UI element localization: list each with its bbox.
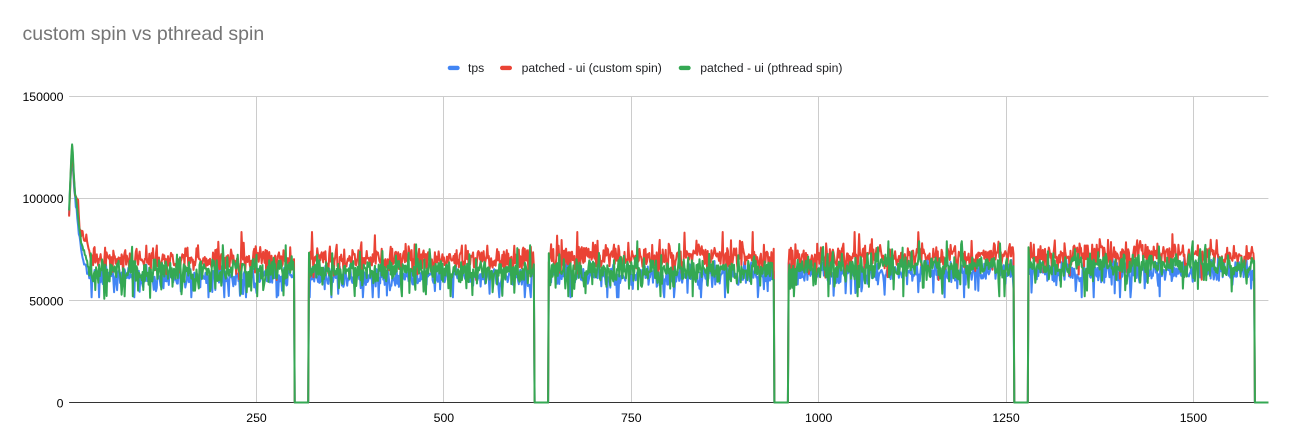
svg-text:750: 750	[621, 411, 642, 425]
svg-text:patched - ui (pthread spin): patched - ui (pthread spin)	[700, 61, 842, 75]
svg-text:100000: 100000	[22, 192, 63, 206]
svg-text:500: 500	[434, 411, 455, 425]
svg-text:250: 250	[246, 411, 267, 425]
svg-text:0: 0	[57, 396, 64, 410]
svg-text:150000: 150000	[22, 90, 63, 104]
svg-text:1500: 1500	[1180, 411, 1208, 425]
svg-text:custom spin vs pthread spin: custom spin vs pthread spin	[23, 23, 265, 45]
svg-text:tps: tps	[468, 61, 484, 75]
svg-text:1250: 1250	[992, 411, 1020, 425]
svg-text:patched - ui (custom spin): patched - ui (custom spin)	[522, 61, 662, 75]
svg-text:1000: 1000	[805, 411, 833, 425]
svg-text:50000: 50000	[29, 294, 63, 308]
